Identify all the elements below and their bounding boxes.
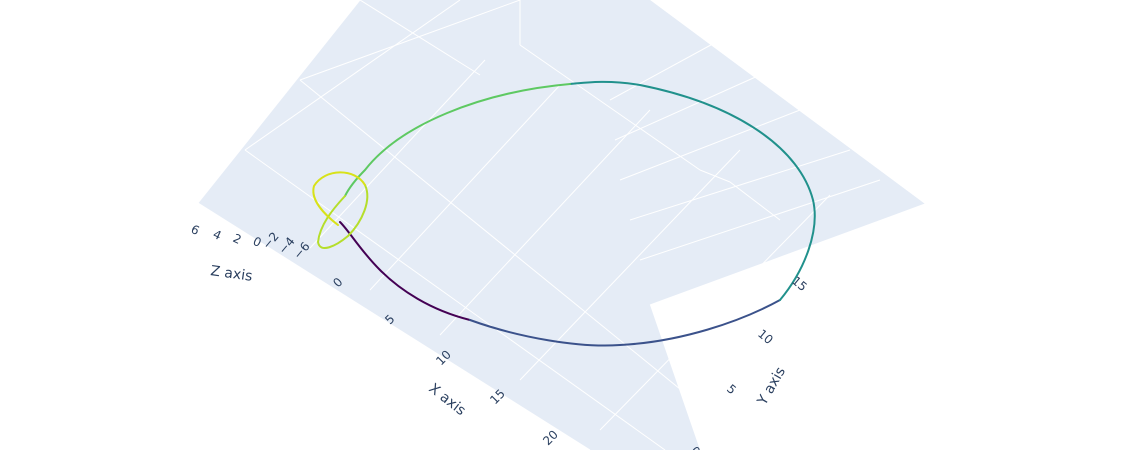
- z-axis-title: Z axis: [209, 263, 253, 285]
- z-tick: 4: [211, 227, 224, 243]
- curve-segment-4[interactable]: [344, 83, 571, 197]
- x-axis-title: X axis: [426, 381, 469, 420]
- curve-trace[interactable]: [312, 80, 816, 347]
- curve-segment-2[interactable]: [469, 299, 781, 347]
- x-tick: 20: [540, 427, 561, 448]
- grid-lines: [197, 0, 926, 450]
- y-tick: 0: [688, 444, 703, 450]
- z-tick: 6: [189, 222, 202, 238]
- y-axis-title: Y axis: [754, 364, 789, 408]
- curve-segment-3[interactable]: [569, 80, 816, 301]
- curve-segment-1[interactable]: [339, 221, 471, 321]
- y-tick: 10: [755, 327, 776, 348]
- y-axis-ticks: 0 5 10 15: [688, 274, 810, 450]
- y-tick: 5: [724, 382, 739, 398]
- curve-segment-5[interactable]: [316, 184, 369, 250]
- z-tick: 2: [231, 231, 244, 247]
- z-axis-ticks: 6 4 2 0 −2 −4 −6: [189, 222, 313, 262]
- y-tick: 15: [789, 274, 810, 295]
- curve-segment-6[interactable]: [312, 171, 366, 226]
- scene-wall-yz: [650, 0, 925, 235]
